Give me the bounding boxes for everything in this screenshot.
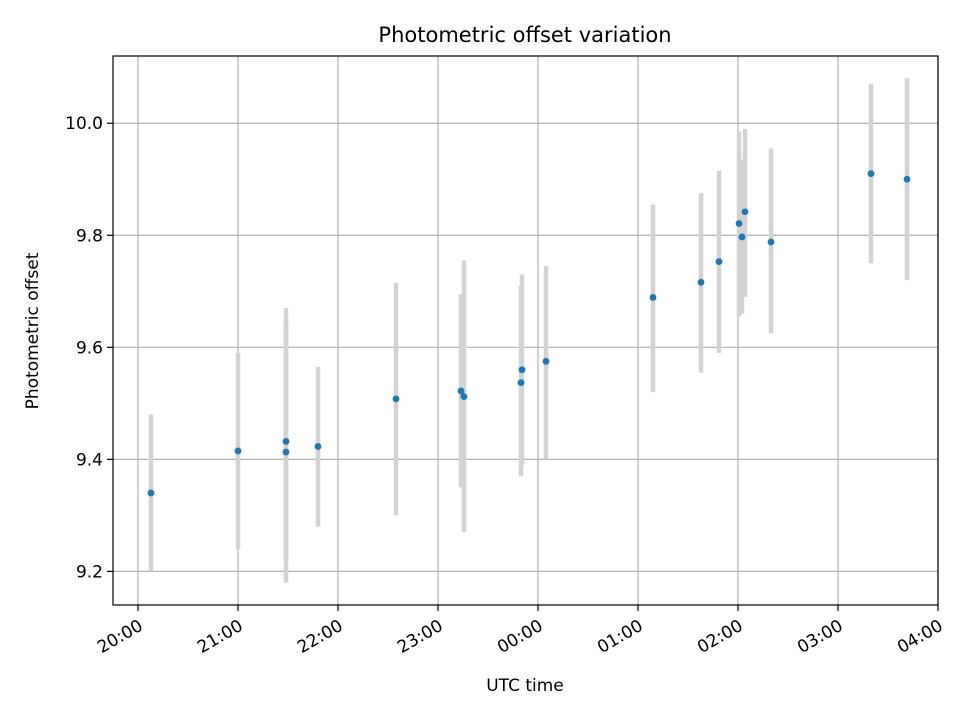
data-point — [715, 258, 723, 265]
data-point — [542, 357, 550, 365]
data-point — [392, 395, 400, 403]
data-point — [649, 294, 657, 301]
data-point — [234, 447, 242, 455]
chart-title: Photometric offset variation — [378, 23, 671, 47]
y-tick-label: 10.0 — [65, 114, 103, 134]
data-point — [738, 233, 746, 241]
data-point — [517, 379, 525, 386]
y-tick-label: 9.6 — [76, 338, 103, 358]
data-point — [457, 387, 465, 395]
data-point — [518, 366, 526, 374]
data-point — [697, 278, 705, 286]
x-axis-label: UTC time — [486, 676, 564, 696]
y-axis-label: Photometric offset — [23, 252, 43, 409]
data-point — [735, 220, 743, 227]
y-tick-label: 9.8 — [76, 226, 103, 246]
data-point — [741, 208, 749, 216]
data-point — [867, 170, 875, 178]
grid — [113, 56, 939, 605]
plot-frame — [112, 55, 939, 606]
data-point — [903, 175, 911, 183]
data-point — [767, 238, 775, 246]
y-tick-label: 9.2 — [76, 562, 103, 582]
data-points — [147, 170, 911, 497]
y-tick-label: 9.4 — [76, 450, 103, 470]
data-point — [147, 489, 155, 497]
data-point — [282, 448, 290, 456]
data-point — [282, 438, 290, 445]
data-point — [314, 443, 322, 450]
data-point — [460, 393, 468, 401]
y-axis-ticks: 9.2 9.4 9.6 9.8 10.0 — [65, 114, 113, 582]
